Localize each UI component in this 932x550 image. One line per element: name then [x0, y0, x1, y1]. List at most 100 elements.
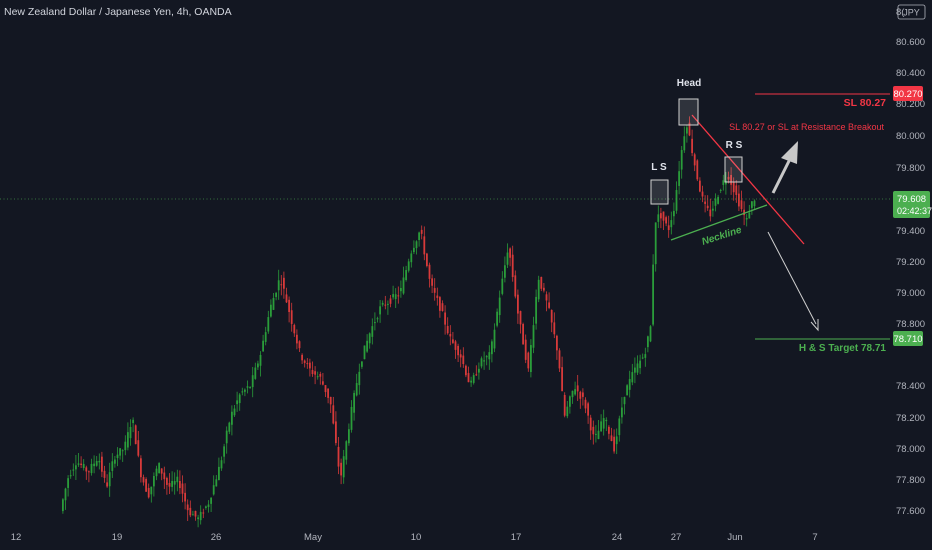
- head-box: [678, 98, 699, 126]
- candle-down: [384, 304, 387, 306]
- candle-up: [392, 294, 394, 298]
- time-axis[interactable]: 12 19 26 May 10 17 24 27 Jun 7: [11, 532, 818, 543]
- candle-up: [238, 394, 241, 404]
- candle-up: [605, 419, 608, 422]
- candle-down: [704, 201, 706, 204]
- price-tick-label: 79.000: [896, 288, 925, 299]
- candle-down: [587, 403, 589, 416]
- candle-up: [379, 306, 381, 315]
- candle-up: [98, 460, 101, 463]
- candle-up: [363, 345, 366, 360]
- candle-down: [80, 463, 82, 465]
- candle-up: [400, 287, 402, 292]
- chart-title: New Zealand Dollar / Japanese Yen, 4h, O…: [4, 6, 232, 18]
- candle-up: [212, 485, 215, 495]
- target-arrow-head: [810, 319, 819, 332]
- candle-up: [506, 252, 509, 265]
- price-tick-label: 80.000: [896, 131, 925, 142]
- candle-up: [374, 322, 376, 324]
- candle-up: [150, 486, 153, 495]
- candle-up: [719, 189, 722, 191]
- candle-up: [751, 201, 753, 208]
- candle-down: [730, 174, 732, 185]
- candle-down: [431, 278, 433, 286]
- candle-down: [288, 299, 290, 313]
- candle-up: [67, 478, 69, 488]
- candle-down: [324, 385, 327, 393]
- time-tick-label: 19: [112, 532, 123, 543]
- candle-down: [706, 205, 709, 209]
- neckline-trendline: [670, 204, 768, 241]
- left-shoulder-label: L S: [651, 162, 667, 173]
- candle-down: [298, 341, 301, 349]
- candle-up: [498, 297, 501, 316]
- candle-down: [426, 253, 428, 266]
- candle-up: [748, 212, 751, 219]
- candle-up: [173, 480, 176, 485]
- candle-down: [584, 399, 587, 409]
- candle-down: [589, 417, 592, 431]
- price-tick-label: 78.800: [896, 319, 925, 330]
- candle-up: [491, 341, 493, 355]
- price-tick-label: 78.200: [896, 413, 925, 424]
- candle-up: [595, 433, 597, 435]
- price-axis[interactable]: 80.600 80.400 80.200 80.000 79.800 79.400 79.2…: [896, 37, 925, 517]
- candle-up: [602, 418, 605, 429]
- candle-up: [566, 406, 569, 417]
- left-shoulder-box: [650, 179, 669, 205]
- candle-down: [285, 294, 288, 303]
- time-tick-label: 26: [211, 532, 222, 543]
- stop-loss-label: SL 80.27: [844, 97, 887, 109]
- candle-up: [647, 336, 649, 348]
- breakout-note: SL 80.27 or SL at Resistance Breakout: [729, 122, 884, 132]
- time-tick-label: 12: [11, 532, 22, 543]
- candle-down: [553, 322, 556, 335]
- candle-up: [470, 380, 472, 383]
- candle-up: [236, 400, 238, 405]
- candle-up: [644, 354, 647, 358]
- candle-down: [610, 435, 613, 441]
- candle-up: [350, 406, 353, 430]
- price-tick-label: 79.200: [896, 257, 925, 268]
- candle-up: [121, 450, 124, 452]
- candle-up: [641, 357, 644, 359]
- candle-up: [244, 389, 246, 392]
- candle-up: [75, 465, 77, 470]
- candle-down: [329, 396, 332, 405]
- price-tick-label: 80.600: [896, 37, 925, 48]
- candle-down: [142, 477, 145, 483]
- currency-badge[interactable]: [897, 4, 926, 20]
- candle-up: [626, 385, 628, 396]
- candle-down: [106, 482, 108, 487]
- currency-badge-label: JPY: [903, 8, 920, 18]
- candle-down: [181, 483, 184, 494]
- candle-up: [675, 190, 678, 211]
- time-tick-label: May: [304, 532, 322, 543]
- candle-up: [725, 180, 727, 185]
- price-tick-label: 80.400: [896, 68, 925, 79]
- candle-up: [501, 278, 504, 294]
- candle-down: [306, 363, 309, 365]
- candle-up: [537, 279, 540, 300]
- candle-down: [660, 213, 662, 219]
- candle-down: [699, 180, 701, 192]
- candle-up: [316, 376, 319, 378]
- candle-down: [301, 354, 303, 361]
- candle-up: [371, 326, 374, 337]
- candle-up: [69, 475, 72, 477]
- price-tick-label: 80.200: [896, 99, 925, 110]
- candle-down: [184, 492, 186, 502]
- candle-down: [561, 367, 563, 392]
- candle-down: [701, 191, 704, 197]
- candle-down: [449, 333, 452, 337]
- candle-up: [621, 407, 623, 418]
- candle-up: [366, 340, 368, 352]
- candle-up: [155, 468, 158, 477]
- candle-up: [251, 375, 254, 388]
- candle-up: [394, 294, 397, 300]
- candle-up: [636, 363, 639, 373]
- candle-down: [186, 504, 189, 511]
- candle-down: [735, 185, 738, 195]
- candle-up: [654, 222, 657, 265]
